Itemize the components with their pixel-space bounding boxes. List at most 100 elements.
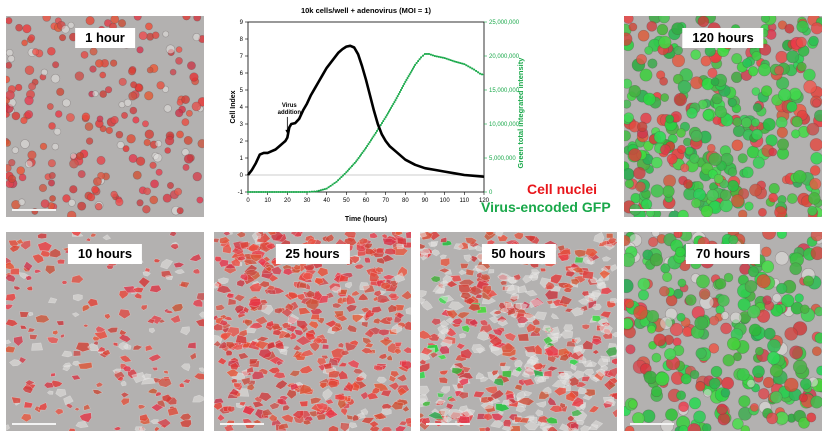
gfp-point	[282, 191, 284, 193]
x-tick-label: 20	[284, 198, 291, 204]
y-tick-label: 0	[240, 173, 244, 179]
gfp-point	[382, 120, 385, 123]
gfp-point	[379, 124, 382, 126]
gfp-point	[277, 191, 280, 193]
x-axis-label: Time (hours)	[345, 216, 387, 223]
gfp-point	[437, 55, 440, 58]
gfp-point	[317, 189, 320, 192]
gfp-point	[251, 191, 254, 193]
gfp-point	[338, 177, 341, 180]
gfp-point	[327, 186, 330, 189]
gfp-point	[337, 179, 340, 182]
gfp-point	[366, 145, 369, 147]
gfp-point	[268, 191, 271, 193]
gfp-point	[264, 191, 267, 193]
gfp-point	[284, 191, 287, 193]
gfp-point	[392, 103, 395, 105]
gfp-point	[288, 191, 291, 193]
y-tick-label: 7	[240, 54, 244, 60]
gfp-point	[377, 128, 380, 130]
gfp-point	[410, 69, 413, 72]
gfp-point	[475, 70, 478, 72]
gfp-point	[420, 56, 422, 59]
gfp-point	[469, 66, 472, 69]
gfp-point	[461, 62, 464, 65]
gfp-point	[457, 61, 460, 64]
gfp-point	[368, 141, 371, 144]
gfp-point	[363, 148, 366, 151]
annotation-arrow-head	[285, 129, 290, 134]
gfp-point	[273, 191, 276, 193]
micrograph-10-hours	[6, 232, 204, 431]
y2-tick-label: 0	[489, 190, 493, 196]
y2-axis-label: Green total integrated intensity	[516, 57, 525, 169]
gfp-point	[323, 188, 326, 191]
y-tick-label: 3	[240, 122, 244, 128]
x-tick-label: 70	[382, 198, 389, 204]
gfp-point	[346, 169, 349, 172]
scale-bar	[630, 423, 674, 425]
gfp-point	[247, 191, 249, 193]
gfp-point	[303, 191, 306, 193]
cell-index-gfp-chart: 10k cells/well + adenovirus (MOI = 1)0 10…	[230, 6, 525, 223]
x-tick-label: 110	[460, 198, 470, 204]
gfp-point	[329, 184, 332, 187]
gfp-point	[306, 191, 308, 193]
gfp-point	[433, 55, 436, 57]
annotation-addition: addition	[278, 110, 302, 116]
gfp-point	[342, 174, 344, 177]
gfp-point	[397, 93, 400, 95]
x-tick-label: 120	[479, 198, 490, 204]
gfp-point	[405, 79, 408, 81]
gfp-point	[401, 87, 403, 89]
micrograph-120-hours	[624, 16, 822, 217]
gfp-point	[453, 60, 456, 63]
gfp-point	[391, 104, 394, 107]
y-tick-label: -1	[238, 190, 244, 196]
scale-bar	[220, 423, 264, 425]
gfp-point	[301, 191, 304, 193]
panel-70-hours: 70 hours	[624, 232, 822, 431]
gfp-point	[331, 183, 334, 186]
scale-bar	[12, 423, 56, 425]
gfp-point	[424, 53, 426, 55]
gfp-point	[445, 57, 448, 60]
gfp-point	[418, 58, 421, 61]
y2-tick-label: 15,000,000	[489, 88, 520, 94]
gfp-point	[390, 106, 393, 109]
gfp-point	[253, 191, 256, 193]
gfp-point	[335, 180, 338, 183]
gfp-point	[271, 191, 273, 193]
gfp-point	[381, 122, 383, 124]
gfp-point	[340, 176, 343, 178]
x-tick-label: 50	[343, 198, 350, 204]
gfp-point	[373, 133, 376, 136]
gfp-point	[385, 114, 388, 117]
gfp-point	[428, 53, 430, 55]
gfp-point	[473, 68, 476, 71]
gfp-point	[443, 57, 446, 59]
x-tick-label: 80	[402, 198, 409, 204]
micrograph-50-hours	[420, 232, 617, 431]
x-tick-label: 40	[323, 198, 330, 204]
gfp-point	[388, 110, 390, 113]
gfp-point	[360, 153, 362, 156]
gfp-point	[361, 152, 364, 154]
y-tick-label: 8	[240, 37, 244, 43]
gfp-point	[463, 63, 466, 66]
gfp-point	[384, 116, 387, 119]
timepoint-label-25-hours: 25 hours	[275, 244, 350, 264]
gfp-point	[465, 64, 468, 67]
x-tick-label: 30	[304, 198, 311, 204]
gfp-point	[275, 191, 278, 193]
gfp-point	[459, 62, 462, 64]
gfp-point	[398, 91, 401, 93]
gfp-point	[371, 137, 374, 140]
gfp-point	[447, 58, 450, 61]
gfp-point	[333, 182, 336, 185]
y-tick-label: 2	[240, 139, 244, 145]
scale-bar	[630, 209, 674, 211]
gfp-point	[471, 67, 474, 70]
gfp-point	[290, 191, 293, 193]
y2-tick-label: 5,000,000	[489, 156, 516, 162]
